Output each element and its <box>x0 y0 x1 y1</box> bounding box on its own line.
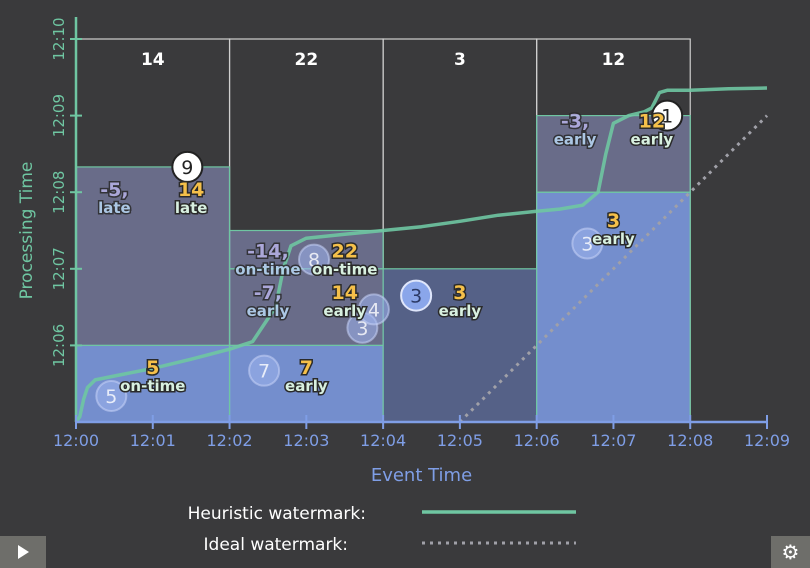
legend-label: Ideal watermark: <box>204 535 348 555</box>
x-tick-label: 12:08 <box>667 431 713 450</box>
pane-prev-value: -7, <box>254 282 282 304</box>
data-point-label: 4 <box>368 299 380 321</box>
x-tick-label: 12:06 <box>514 431 560 450</box>
x-tick-label: 12:09 <box>744 431 790 450</box>
x-tick-label: 12:07 <box>590 431 636 450</box>
x-tick-label: 12:03 <box>283 431 329 450</box>
x-axis-label: Event Time <box>371 465 472 486</box>
x-tick-label: 12:04 <box>360 431 406 450</box>
data-point-1 <box>248 354 281 387</box>
data-point-label: 9 <box>181 157 193 179</box>
pane-6 <box>536 191 691 423</box>
data-point-5 <box>400 279 433 312</box>
window-total: 22 <box>294 50 318 70</box>
pane-value: 12 <box>639 110 665 132</box>
y-axis-label: Processing Time <box>17 162 37 300</box>
y-tick-label: 12:06 <box>50 324 68 367</box>
data-point-2 <box>298 243 331 276</box>
pane-value: 5 <box>146 357 159 379</box>
ideal-watermark-line <box>458 114 769 424</box>
pane-value: 14 <box>331 282 357 304</box>
data-point-label: 5 <box>105 386 117 408</box>
data-point-4 <box>357 293 390 326</box>
legend-label: Heuristic watermark: <box>188 504 366 524</box>
window-total: 12 <box>602 50 626 70</box>
y-tick-label: 12:09 <box>50 94 68 137</box>
data-point-label: 3 <box>356 318 368 340</box>
play-button[interactable] <box>0 536 46 568</box>
data-point-8 <box>651 99 684 132</box>
data-point-label: 8 <box>308 250 320 272</box>
y-tick-label: 12:08 <box>50 171 68 214</box>
pane-prev-tag: early <box>247 302 290 320</box>
pane-tag: early <box>631 130 674 148</box>
pane-tag: early <box>439 302 482 320</box>
pane-prev-value: -5, <box>100 179 128 201</box>
pane-prev-tag: early <box>554 130 597 148</box>
pane-tag: early <box>592 230 635 248</box>
heuristic-watermark-line <box>74 86 768 424</box>
settings-button[interactable]: ⚙ <box>771 536 810 568</box>
data-point-0 <box>95 379 128 412</box>
pane-tag: early <box>285 377 328 395</box>
x-tick-label: 12:01 <box>130 431 176 450</box>
pane-tag: early <box>323 302 366 320</box>
pane-prev-value: -14, <box>247 240 289 262</box>
data-point-label: 3 <box>410 286 422 308</box>
data-point-label: 1 <box>661 106 673 128</box>
data-point-6 <box>571 227 604 260</box>
pane-value: 7 <box>300 357 313 379</box>
pane-value: 22 <box>331 240 357 262</box>
x-tick-label: 12:00 <box>53 431 99 450</box>
pane-1 <box>75 166 231 346</box>
pane-prev-value: -3, <box>561 110 589 132</box>
pane-prev-tag: on-time <box>235 260 300 278</box>
data-point-label: 7 <box>258 361 270 383</box>
pane-value: 3 <box>607 210 620 232</box>
pane-value: 3 <box>453 282 466 304</box>
pane-prev-tag: late <box>98 199 131 217</box>
y-tick-label: 12:10 <box>50 17 68 60</box>
pane-value: 14 <box>178 179 204 201</box>
play-icon <box>18 545 29 559</box>
data-point-label: 3 <box>581 234 593 256</box>
window-total: 14 <box>141 50 165 70</box>
data-point-7 <box>171 150 204 183</box>
pane-tag: late <box>175 199 208 217</box>
gear-icon: ⚙ <box>781 540 800 564</box>
x-tick-label: 12:02 <box>207 431 253 450</box>
pane-tag: on-time <box>120 377 185 395</box>
window-total: 3 <box>454 50 466 70</box>
pane-tag: on-time <box>312 260 377 278</box>
x-tick-label: 12:05 <box>437 431 483 450</box>
y-tick-label: 12:07 <box>50 247 68 290</box>
